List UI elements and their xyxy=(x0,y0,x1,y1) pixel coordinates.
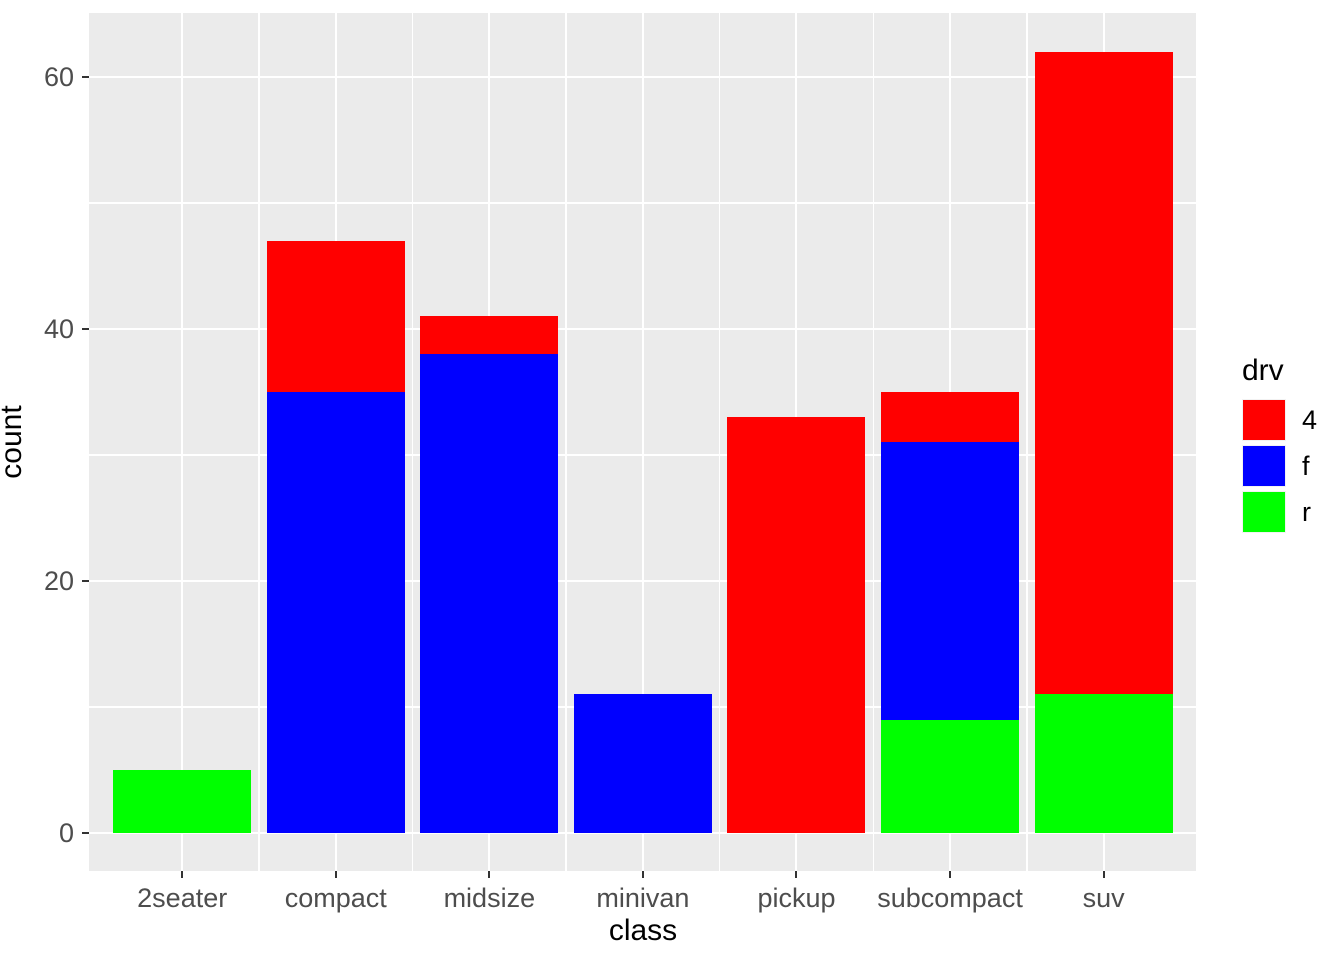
x-tick-label-compact: compact xyxy=(284,883,387,913)
x-tick-mark xyxy=(334,871,337,878)
legend-title: drv xyxy=(1242,354,1284,387)
legend-label-4: 4 xyxy=(1302,405,1318,435)
x-tick-mark xyxy=(1102,871,1105,878)
legend-item-r: r xyxy=(1242,491,1344,533)
gridline-vertical-minor xyxy=(1026,13,1028,871)
gridline-vertical-major xyxy=(641,13,644,871)
gridline-vertical-major xyxy=(181,13,184,871)
x-tick-mark xyxy=(488,871,491,878)
legend-key-fill-r xyxy=(1243,492,1285,532)
gridline-vertical-minor xyxy=(872,13,874,871)
gridline-vertical-minor xyxy=(411,13,414,871)
legend-label-f: f xyxy=(1302,451,1310,481)
bar-segment-suv-r xyxy=(1035,694,1173,833)
y-tick-mark xyxy=(82,832,89,834)
y-tick-mark xyxy=(82,328,89,330)
x-tick-label-subcompact: subcompact xyxy=(877,883,1023,913)
legend-label-r: r xyxy=(1302,497,1311,527)
legend-item-4: 4 xyxy=(1242,399,1344,441)
bar-segment-subcompact-r xyxy=(881,720,1019,833)
gridline-vertical-minor xyxy=(718,13,721,871)
y-tick-label: 0 xyxy=(58,818,74,848)
x-tick-mark xyxy=(949,871,952,878)
y-tick-label: 40 xyxy=(43,314,74,344)
y-tick-mark xyxy=(82,76,89,78)
y-tick-mark xyxy=(82,580,89,582)
legend-key-fill-f xyxy=(1243,446,1285,486)
x-tick-label-pickup: pickup xyxy=(757,883,836,913)
bar-segment-minivan-f xyxy=(574,694,712,833)
bar-segment-subcompact-f xyxy=(881,442,1019,720)
bar-segment-midsize-f xyxy=(420,354,558,833)
x-tick-label-midsize: midsize xyxy=(443,883,536,913)
bar-segment-compact-4 xyxy=(267,241,405,392)
bar-segment-midsize-4 xyxy=(420,316,558,354)
gridline-vertical-minor xyxy=(565,13,567,871)
x-tick-mark xyxy=(641,871,644,878)
y-tick-label: 60 xyxy=(43,62,74,92)
x-tick-label-minivan: minivan xyxy=(596,883,690,913)
y-tick-label: 20 xyxy=(43,566,74,596)
bar-segment-subcompact-4 xyxy=(881,392,1019,442)
x-tick-mark xyxy=(181,871,184,878)
legend-item-f: f xyxy=(1242,445,1344,487)
x-tick-label-suv: suv xyxy=(1082,883,1125,913)
bar-segment-suv-4 xyxy=(1035,52,1173,694)
legend-key-fill-4 xyxy=(1243,400,1285,440)
bar-segment-compact-f xyxy=(267,392,405,833)
bar-segment-pickup-4 xyxy=(727,417,865,833)
x-axis-title: class xyxy=(608,914,678,947)
gridline-vertical-minor xyxy=(258,13,260,871)
bar-segment-2seater-r xyxy=(113,770,251,833)
plot-panel xyxy=(89,13,1196,871)
x-tick-label-2seater: 2seater xyxy=(137,883,228,913)
x-tick-mark xyxy=(795,871,798,878)
